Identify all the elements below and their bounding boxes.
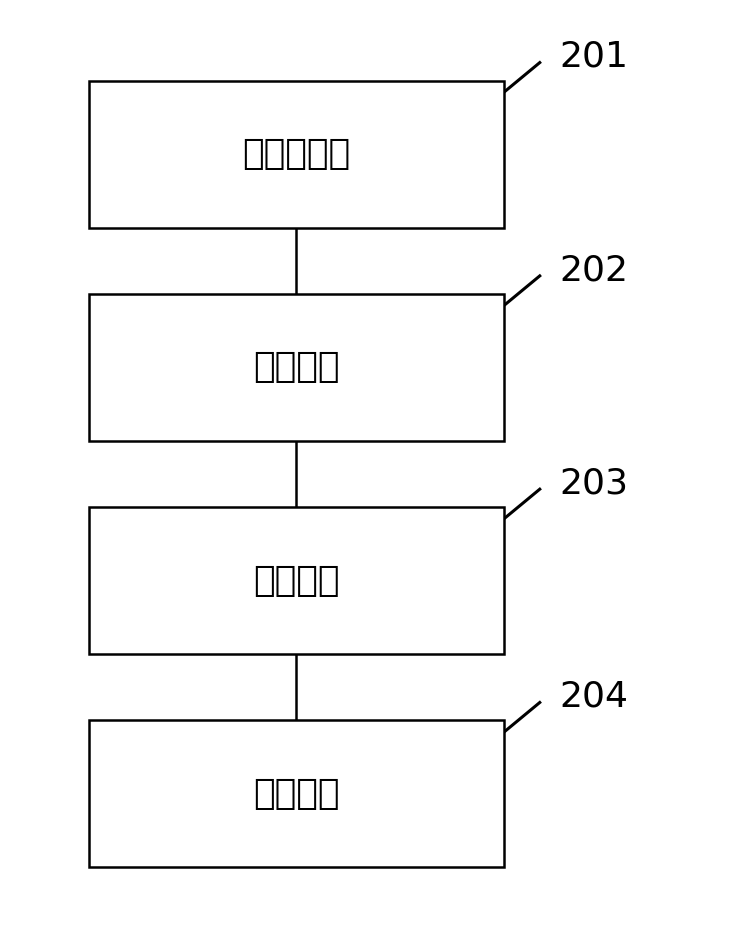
Text: 204: 204	[559, 680, 628, 714]
Bar	[89, 81, 504, 228]
Text: 202: 202	[559, 253, 628, 287]
Bar	[89, 294, 504, 441]
Text: 201: 201	[559, 40, 628, 74]
Text: 203: 203	[559, 466, 628, 501]
Text: 应用处理器: 应用处理器	[242, 137, 350, 171]
Bar	[89, 720, 504, 867]
Text: 天线模块: 天线模块	[253, 777, 339, 811]
Text: 射频模块: 射频模块	[253, 564, 339, 597]
Text: 基带模块: 基带模块	[253, 351, 339, 384]
Bar	[89, 507, 504, 654]
